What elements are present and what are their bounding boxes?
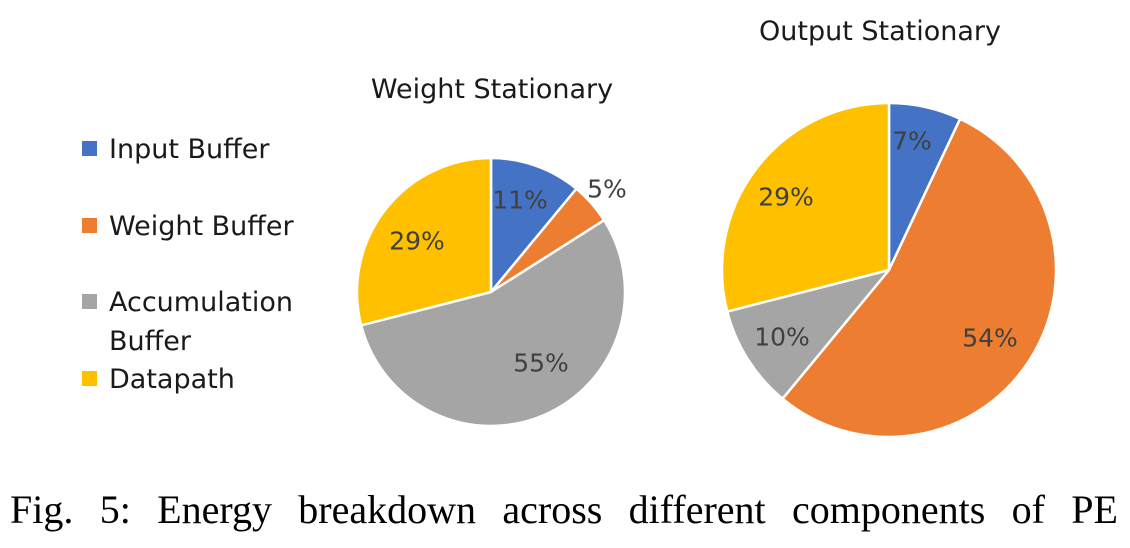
pie-slice-output-stationary-weight-buffer bbox=[781, 117, 1058, 439]
pie-slice-output-stationary-datapath bbox=[720, 101, 891, 313]
pie-charts: 11% 5% 55% 29% 7% 54% 10% 29% bbox=[355, 101, 1058, 439]
legend-item-accumulation-buffer: Accumulation Buffer bbox=[82, 283, 309, 361]
pie-slice-weight-stationary-datapath bbox=[355, 156, 493, 327]
legend-label-accumulation-buffer: Accumulation Buffer bbox=[109, 287, 293, 357]
legend-swatch-weight-buffer bbox=[82, 218, 97, 233]
data-label-weight-stationary-datapath: 29% bbox=[389, 227, 445, 256]
legend-swatch-accumulation-buffer bbox=[82, 294, 97, 309]
legend-swatch-input-buffer bbox=[82, 141, 97, 156]
legend-item-datapath: Datapath bbox=[82, 360, 309, 399]
data-label-weight-stationary-input-buffer: 11% bbox=[492, 186, 548, 215]
legend-label-weight-buffer: Weight Buffer bbox=[109, 211, 294, 242]
pie-weight-stationary: 11% 5% 55% 29% bbox=[355, 156, 627, 428]
figure-caption: Fig. 5: Energy breakdown across differen… bbox=[10, 487, 1118, 532]
pie-slice-weight-stationary-input-buffer bbox=[489, 156, 578, 294]
data-label-weight-stationary-weight-buffer: 5% bbox=[587, 175, 627, 204]
data-label-weight-stationary-accumulation-buffer: 55% bbox=[513, 349, 569, 378]
data-label-output-stationary-datapath: 29% bbox=[758, 183, 814, 212]
legend-item-input-buffer: Input Buffer bbox=[82, 130, 309, 169]
legend-label-input-buffer: Input Buffer bbox=[109, 134, 270, 165]
legend-swatch-datapath bbox=[82, 371, 97, 386]
legend-label-datapath: Datapath bbox=[109, 364, 235, 395]
chart-title-output-stationary: Output Stationary bbox=[759, 16, 1001, 47]
data-label-output-stationary-accumulation-buffer: 10% bbox=[754, 323, 810, 352]
data-label-output-stationary-input-buffer: 7% bbox=[892, 127, 932, 156]
pie-output-stationary: 7% 54% 10% 29% bbox=[720, 101, 1058, 439]
chart-title-weight-stationary: Weight Stationary bbox=[370, 74, 614, 105]
pie-slice-weight-stationary-accumulation-buffer bbox=[359, 218, 627, 428]
data-label-output-stationary-weight-buffer: 54% bbox=[962, 324, 1018, 353]
legend-item-weight-buffer: Weight Buffer bbox=[82, 207, 309, 246]
